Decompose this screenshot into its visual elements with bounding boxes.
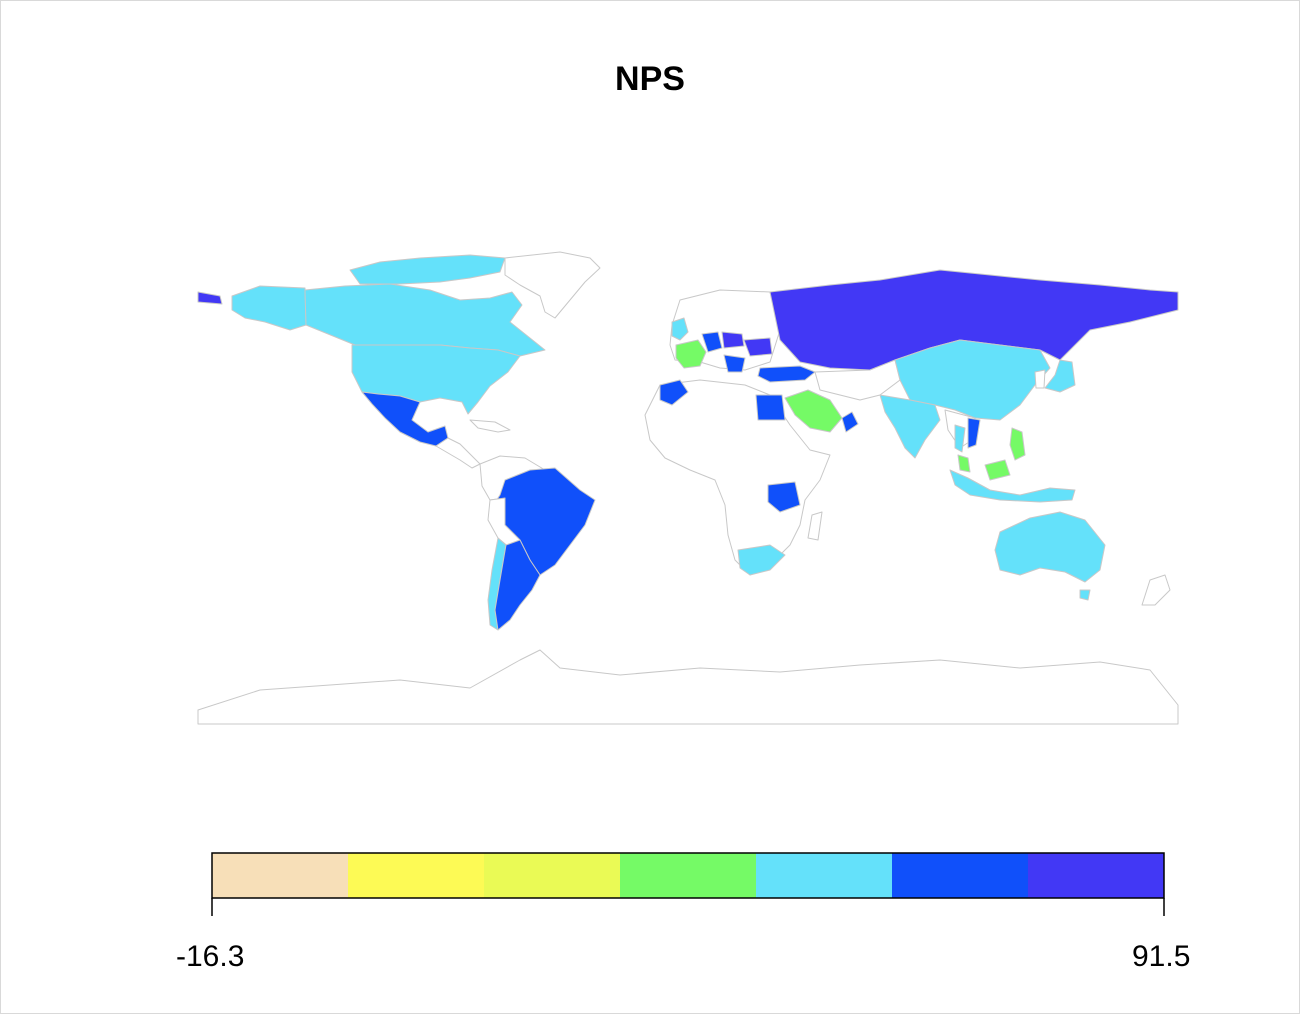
country-south-africa [737, 544, 786, 576]
legend-outline [211, 852, 1165, 899]
country-thailand [954, 424, 966, 453]
map-title: NPS [615, 60, 685, 98]
korea [1034, 369, 1046, 389]
legend-swatch [620, 853, 757, 898]
country-oman [841, 411, 859, 433]
country-tanzania [767, 481, 801, 513]
madagascar [807, 511, 823, 541]
country-egypt [755, 394, 786, 421]
legend-swatch [1028, 853, 1165, 898]
legend-max-label: 91.5 [1132, 940, 1191, 973]
country-india [879, 394, 941, 459]
new-zealand [1141, 574, 1171, 606]
country-alaska [231, 285, 307, 331]
antarctica [197, 649, 1179, 725]
central-america [435, 437, 481, 469]
caribbean [469, 419, 511, 433]
legend-swatch [484, 853, 621, 898]
country-indonesia [949, 469, 1076, 503]
country-vietnam [967, 417, 981, 449]
country-malaysia [957, 454, 971, 473]
russia-far-east-west [197, 291, 223, 305]
country-mexico [361, 391, 449, 447]
eastern-europe [743, 337, 773, 357]
borneo [984, 459, 1011, 481]
balkans [723, 354, 746, 373]
country-france [675, 339, 707, 369]
legend-swatch [892, 853, 1029, 898]
country-saudi-arabia [784, 389, 843, 433]
country-argentina [494, 539, 541, 631]
country-united-kingdom [671, 317, 689, 341]
legend-swatch [756, 853, 893, 898]
country-poland [721, 331, 745, 349]
country-japan [1044, 359, 1076, 393]
country-turkey [757, 365, 816, 383]
legend-min-label: -16.3 [176, 940, 245, 973]
country-australia [994, 511, 1106, 583]
country-russia [769, 269, 1179, 371]
greenland [504, 251, 601, 319]
legend-swatch [212, 853, 349, 898]
country-philippines [1009, 427, 1026, 461]
tasmania [1079, 589, 1091, 601]
country-morocco [659, 379, 689, 406]
country-germany [701, 331, 723, 353]
legend-swatch [348, 853, 485, 898]
